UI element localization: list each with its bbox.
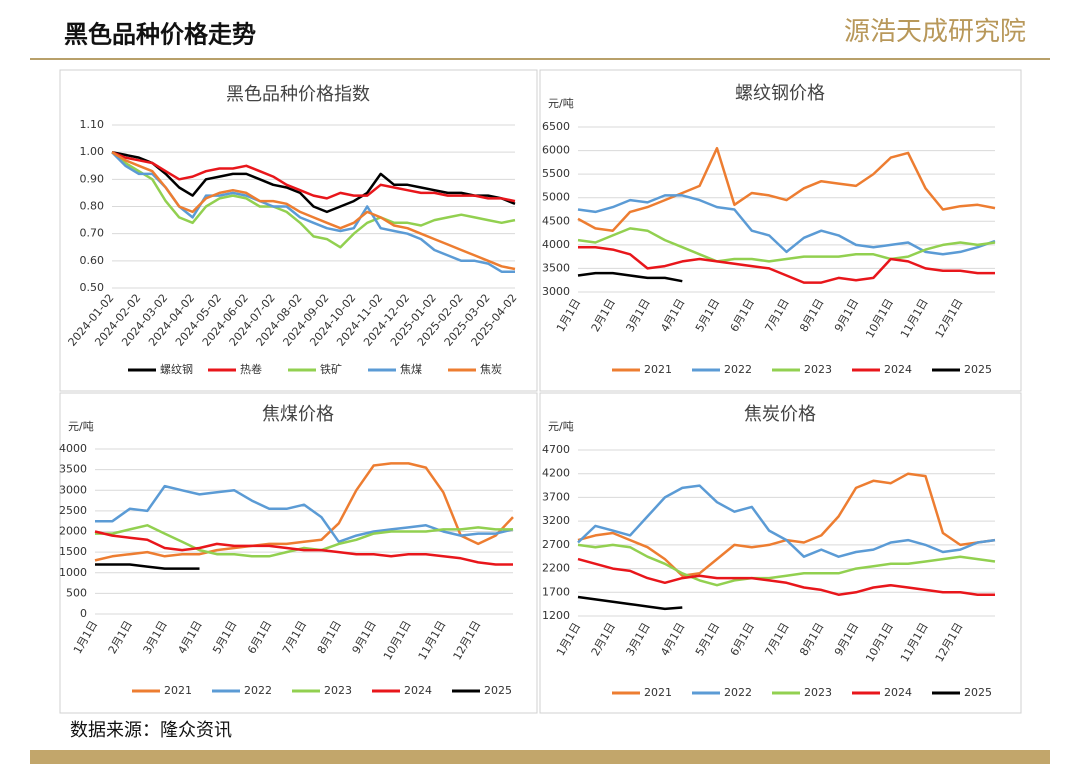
legend-label: 螺纹钢	[160, 362, 193, 376]
series-line	[111, 151, 516, 249]
legend-label: 焦煤	[400, 363, 422, 376]
series-line	[577, 194, 996, 256]
y-tick-label: 0.80	[80, 200, 105, 213]
series-line	[577, 543, 996, 587]
series-line	[95, 484, 514, 544]
series-line	[578, 245, 995, 284]
legend-label: 2021	[164, 684, 192, 697]
series-line	[111, 151, 516, 271]
legend-label: 2021	[644, 363, 672, 376]
panel	[59, 69, 538, 392]
legend-label: 2025	[484, 684, 512, 697]
legend-label: 2023	[324, 684, 352, 697]
y-tick-label: 4000	[542, 238, 570, 251]
legend-label: 2022	[724, 686, 752, 699]
y-tick-label: 0.60	[80, 254, 105, 267]
legend-label: 2022	[724, 363, 752, 376]
legend-label: 热卷	[240, 362, 262, 376]
legend-label: 2024	[884, 686, 912, 699]
series-line	[577, 557, 995, 596]
y-axis-label: 元/吨	[548, 97, 574, 110]
series-line	[94, 530, 513, 566]
series-line	[577, 146, 996, 232]
series-line	[577, 271, 683, 283]
y-tick-label: 2700	[542, 538, 570, 551]
y-tick-label: 2000	[59, 525, 87, 538]
y-tick-label: 0.90	[80, 172, 105, 185]
legend-label: 铁矿	[320, 363, 342, 376]
legend-label: 2022	[244, 684, 272, 697]
chart-title: 螺纹钢价格	[735, 83, 825, 104]
legend-label: 2024	[884, 363, 912, 376]
y-tick-label: 3700	[542, 490, 570, 503]
series-line	[95, 563, 200, 570]
y-axis-label: 元/吨	[68, 420, 94, 433]
y-tick-label: 2200	[542, 562, 570, 575]
y-tick-label: 4700	[542, 443, 570, 456]
series-line	[111, 151, 516, 203]
y-tick-label: 4200	[542, 467, 570, 480]
y-tick-label: 1000	[59, 566, 87, 579]
y-tick-label: 0.50	[80, 281, 105, 294]
y-tick-label: 6500	[542, 120, 570, 133]
y-tick-label: 3500	[542, 261, 570, 274]
series-line	[111, 150, 516, 214]
panel	[539, 69, 1022, 392]
legend-label: 2025	[964, 686, 992, 699]
y-tick-label: 1200	[542, 609, 570, 622]
y-tick-label: 4000	[59, 442, 87, 455]
y-tick-label: 0	[80, 607, 87, 620]
y-tick-label: 1.00	[80, 145, 105, 158]
legend-label: 2023	[804, 363, 832, 376]
legend-label: 2021	[644, 686, 672, 699]
y-tick-label: 1.10	[80, 118, 105, 131]
y-tick-label: 1700	[542, 585, 570, 598]
chart-title: 黑色品种价格指数	[226, 84, 370, 105]
legend-label: 2023	[804, 686, 832, 699]
chart-title: 焦炭价格	[744, 404, 816, 425]
y-tick-label: 500	[66, 586, 87, 599]
y-tick-label: 3000	[59, 483, 87, 496]
y-axis-label: 元/吨	[548, 420, 574, 433]
footer-bar	[30, 750, 1050, 764]
series-line	[94, 462, 514, 562]
y-tick-label: 3500	[59, 463, 87, 476]
y-tick-label: 3200	[542, 514, 570, 527]
logo: 源浩天成研究院	[844, 17, 1026, 47]
legend-label: 2024	[404, 684, 432, 697]
y-tick-label: 2500	[59, 504, 87, 517]
legend-label: 2025	[964, 363, 992, 376]
series-line	[577, 227, 996, 263]
y-tick-label: 4500	[542, 214, 570, 227]
panel	[539, 392, 1022, 714]
source-note: 数据来源：隆众资讯	[70, 720, 232, 741]
y-tick-label: 5000	[542, 191, 570, 204]
chart-title: 焦煤价格	[262, 404, 334, 425]
series-line	[577, 484, 996, 558]
y-tick-label: 6000	[542, 144, 570, 157]
y-tick-label: 0.70	[80, 227, 105, 240]
series-line	[577, 595, 683, 611]
y-tick-label: 1500	[59, 545, 87, 558]
y-tick-label: 3000	[542, 285, 570, 298]
y-tick-label: 5500	[542, 167, 570, 180]
series-line	[95, 524, 513, 558]
page-title: 黑色品种价格走势	[64, 20, 256, 49]
legend-label: 焦炭	[480, 363, 502, 376]
